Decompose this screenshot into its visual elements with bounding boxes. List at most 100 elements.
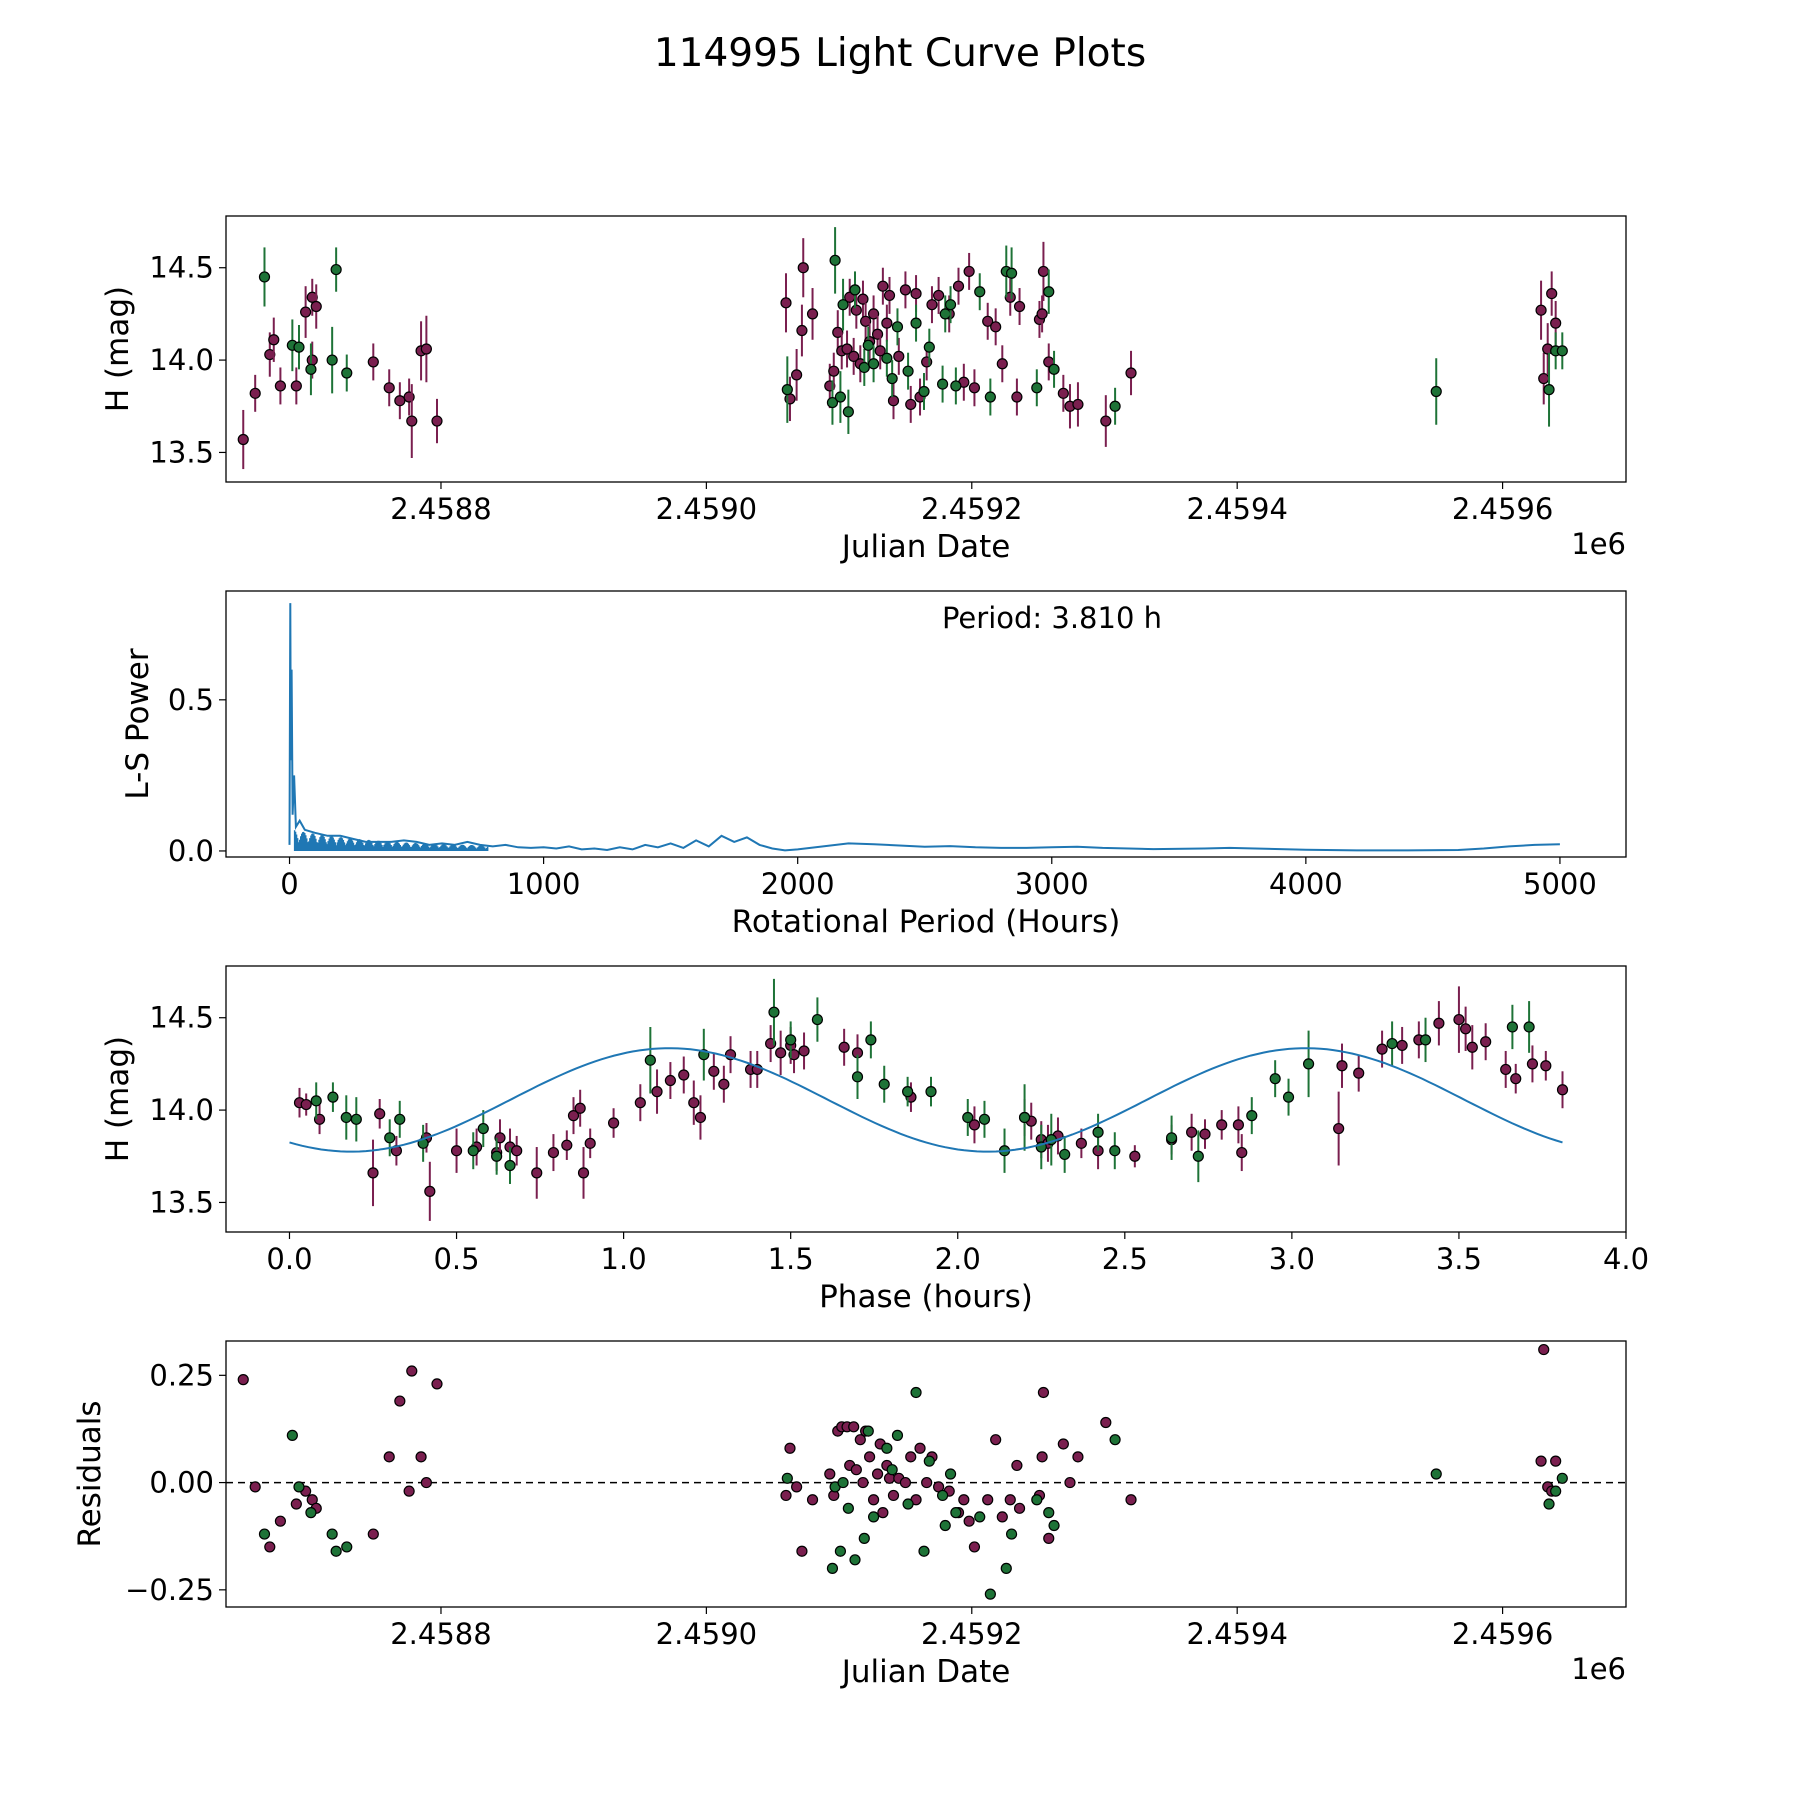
maroon-data-point (664, 1074, 676, 1087)
x-tick-label: 2.4592 (921, 1617, 1022, 1651)
green-data-point (258, 271, 271, 283)
x-tick-label: 2.4596 (1452, 492, 1553, 526)
maroon-data-point (310, 300, 322, 313)
green-data-point (327, 1091, 339, 1103)
lightcurve-panel: 2.4588 2.4590 2.4592 2.4594 2.4596 13.5 14.0 1… (100, 215, 1627, 565)
lightcurve-frame (225, 215, 1627, 483)
maroon-data-point (1129, 1150, 1141, 1162)
green-data-point (384, 1132, 396, 1144)
maroon-data-point (394, 1395, 406, 1407)
maroon-data-point (921, 1476, 933, 1489)
maroon-data-point (1538, 1343, 1550, 1356)
green-data-point (950, 380, 962, 392)
maroon-data-point (383, 1451, 395, 1463)
y-tick-label: 0.00 (149, 1466, 214, 1500)
maroon-data-point (877, 280, 889, 292)
green-data-point (837, 299, 849, 311)
maroon-data-point (1043, 1532, 1055, 1544)
green-data-point (286, 1429, 298, 1441)
maroon-data-point (1232, 1119, 1245, 1131)
maroon-data-point (1072, 1451, 1084, 1463)
maroon-data-point (996, 1511, 1008, 1523)
green-data-point (1246, 1110, 1258, 1122)
green-data-point (842, 1502, 854, 1514)
lightcurve-x-offset: 1e6 (1571, 527, 1626, 561)
maroon-data-point (561, 1139, 573, 1151)
maroon-data-point (1535, 304, 1547, 316)
green-data-point (1550, 1485, 1562, 1497)
maroon-data-point (899, 284, 912, 296)
maroon-data-point (867, 1494, 880, 1506)
maroon-data-point (431, 1378, 443, 1390)
green-data-point (1109, 1145, 1121, 1157)
green-data-point (1031, 382, 1043, 394)
x-tick-label: 2.0 (935, 1242, 981, 1276)
maroon-data-point (780, 1489, 792, 1502)
x-tick-label: 2.4594 (1186, 1617, 1287, 1651)
green-data-point (1043, 1507, 1055, 1519)
maroon-data-point (1500, 1063, 1512, 1076)
maroon-data-point (968, 1541, 981, 1553)
maroon-data-point (367, 356, 379, 368)
maroon-data-point (708, 1065, 720, 1077)
maroon-data-point (1453, 1013, 1465, 1026)
maroon-data-point (406, 1365, 418, 1377)
green-data-point (1109, 400, 1121, 412)
green-data-point (834, 391, 847, 403)
maroon-data-point (784, 1442, 796, 1454)
green-data-point (326, 354, 338, 366)
green-data-point (477, 1122, 489, 1135)
green-data-point (944, 1468, 957, 1480)
green-data-point (293, 1481, 305, 1493)
periodogram-frame (225, 590, 1627, 858)
green-data-point (350, 1113, 362, 1125)
maroon-data-point (511, 1145, 523, 1157)
green-data-point (886, 1464, 898, 1476)
maroon-data-point (1480, 1036, 1492, 1048)
maroon-data-point (300, 306, 312, 318)
maroon-data-point (806, 1494, 819, 1506)
green-data-point (936, 378, 949, 390)
x-tick-label: 2.5 (1102, 1242, 1148, 1276)
maroon-data-point (1004, 291, 1016, 303)
maroon-data-point (877, 1507, 889, 1519)
maroon-data-point (1538, 372, 1550, 385)
residuals-ylabel: Residuals (72, 1400, 108, 1547)
maroon-data-point (963, 1515, 975, 1527)
green-data-point (902, 365, 914, 377)
maroon-data-point (264, 1541, 276, 1553)
green-data-point (984, 391, 996, 403)
x-tick-label: 1.0 (601, 1242, 647, 1276)
maroon-data-point (887, 1489, 900, 1502)
maroon-data-point (952, 280, 965, 292)
phased-frame (225, 965, 1627, 1233)
maroon-data-point (857, 293, 869, 305)
y-tick-label: 0.0 (168, 834, 214, 868)
maroon-data-point (990, 1434, 1002, 1446)
green-data-point (858, 1532, 870, 1544)
maroon-data-point (887, 395, 900, 407)
green-data-point (1282, 1091, 1295, 1103)
green-data-point (1543, 1498, 1555, 1510)
maroon-data-point (584, 1137, 596, 1149)
maroon-data-point (1353, 1067, 1365, 1079)
maroon-data-point (841, 343, 853, 355)
maroon-data-point (1057, 387, 1069, 399)
lightcurve-ylabel: H (mag) (100, 286, 136, 412)
green-data-point (910, 1386, 922, 1399)
green-data-point (984, 1588, 996, 1600)
maroon-data-point (1540, 1060, 1552, 1072)
green-data-point (837, 1476, 849, 1489)
x-tick-label: 2.4590 (656, 1617, 757, 1651)
green-data-point (504, 1159, 516, 1172)
maroon-data-point (306, 291, 318, 303)
green-data-point (867, 358, 880, 370)
maroon-data-point (694, 1111, 707, 1124)
maroon-data-point (394, 395, 406, 407)
x-tick-label: 3.5 (1436, 1242, 1482, 1276)
x-tick-label: 4000 (1269, 867, 1343, 901)
green-data-point (939, 308, 951, 320)
green-data-point (781, 1472, 793, 1484)
green-data-point (781, 384, 793, 396)
